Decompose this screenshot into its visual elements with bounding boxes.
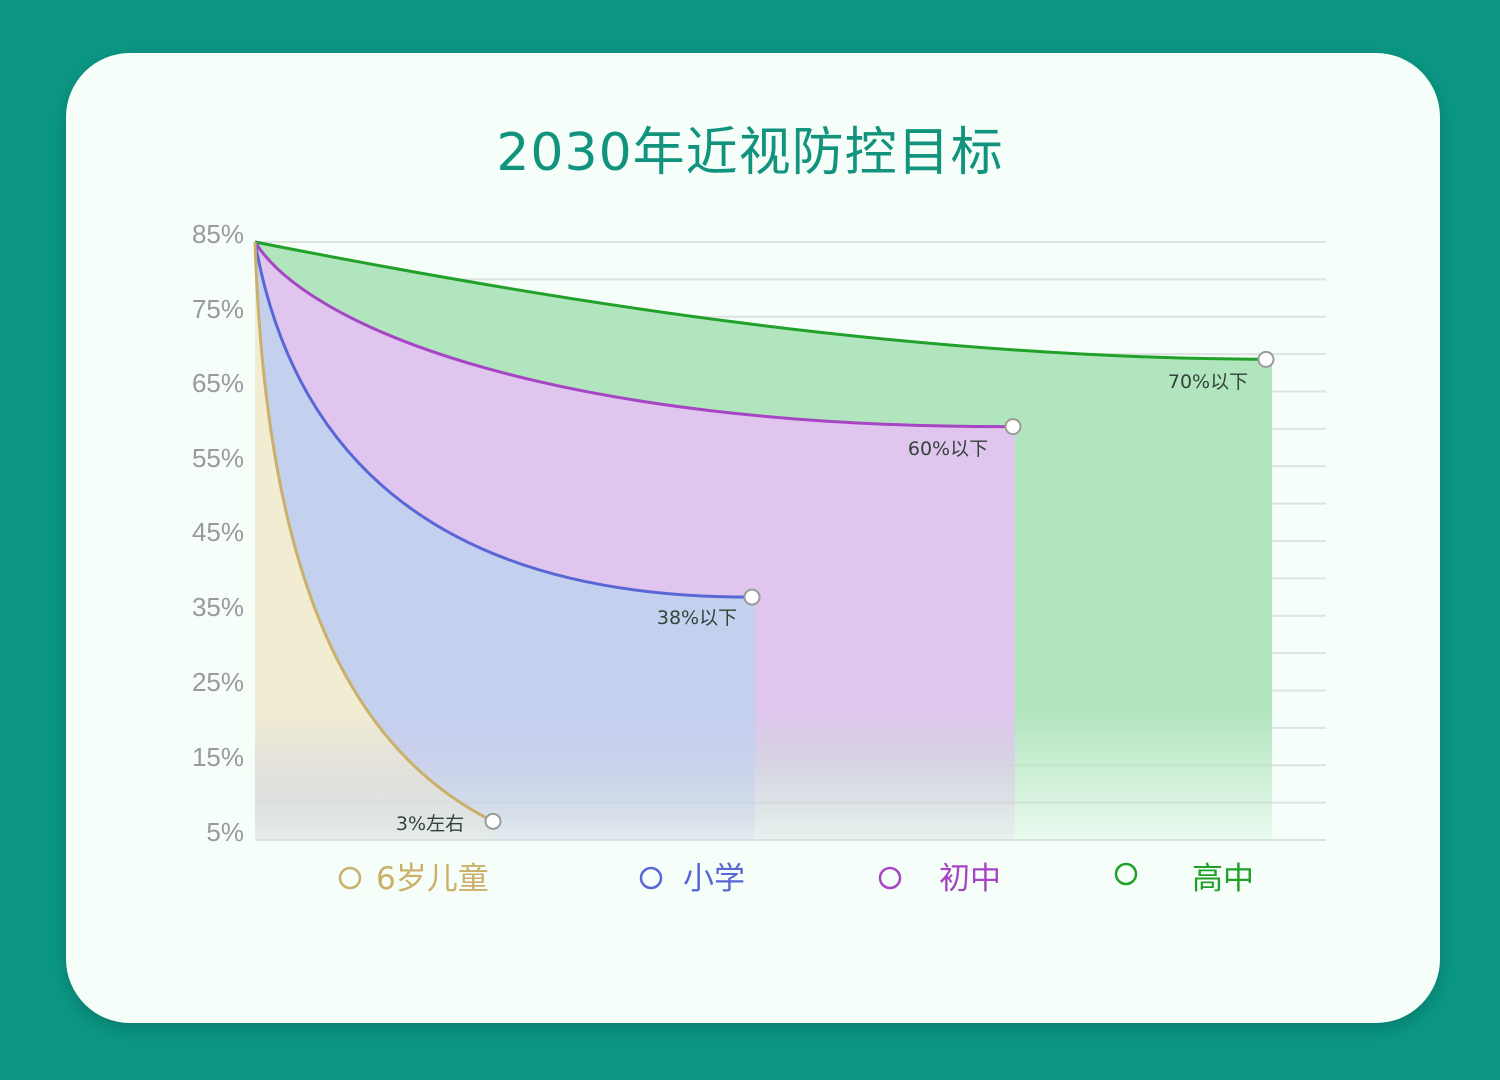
series-2-area (255, 242, 755, 840)
series-3-line (253, 241, 494, 823)
series-lines (253, 240, 1267, 823)
series-areas (255, 242, 1272, 840)
y-tick-label: 25% (192, 667, 244, 697)
legend-item-1[interactable]: 初中 (878, 861, 1001, 897)
y-tick-label: 35% (192, 592, 244, 622)
y-tick-label: 5% (206, 817, 244, 847)
legend-label: 小学 (683, 861, 745, 897)
series-end-points (484, 350, 1275, 830)
legend-item-2[interactable]: 小学 (639, 861, 745, 897)
series-3-area (255, 242, 493, 840)
series-2-end-point[interactable] (743, 588, 761, 606)
y-tick-label: 65% (192, 368, 244, 398)
data-labels: 70%以下 60%以下 38%以下 3%左右 (396, 371, 1248, 835)
series-3-data-label: 3%左右 (396, 813, 464, 835)
y-tick-label: 15% (192, 742, 244, 772)
legend-marker-icon (878, 866, 902, 890)
y-tick-label: 45% (192, 517, 244, 547)
legend-marker-icon (338, 866, 362, 890)
legend-label: 初中 (939, 861, 1001, 897)
chart-title: 2030年近视防控目标 (496, 123, 1004, 183)
series-3-end-point[interactable] (484, 812, 502, 830)
y-tick-label: 55% (192, 443, 244, 473)
series-0-line (254, 240, 1267, 361)
y-tick-label: 75% (192, 294, 244, 324)
series-1-end-point[interactable] (1004, 418, 1022, 436)
y-tick-label: 85% (192, 219, 244, 249)
legend[interactable]: 6岁儿童 小学 初中 高中 (338, 861, 1254, 897)
legend-item-0[interactable]: 高中 (1114, 861, 1254, 897)
series-1-line (253, 241, 1014, 429)
series-2-data-label: 38%以下 (657, 607, 737, 629)
series-1-data-label: 60%以下 (908, 438, 988, 460)
y-axis: 85% 75% 65% 55% 45% 35% 25% 15% 5% (192, 219, 244, 847)
series-2-line (253, 241, 753, 599)
legend-marker-icon (1114, 862, 1138, 886)
legend-label: 6岁儿童 (376, 861, 489, 897)
legend-label: 高中 (1192, 861, 1254, 897)
legend-item-3[interactable]: 6岁儿童 (338, 861, 489, 897)
series-0-end-point[interactable] (1257, 350, 1275, 368)
series-0-data-label: 70%以下 (1168, 371, 1248, 393)
legend-marker-icon (639, 866, 663, 890)
